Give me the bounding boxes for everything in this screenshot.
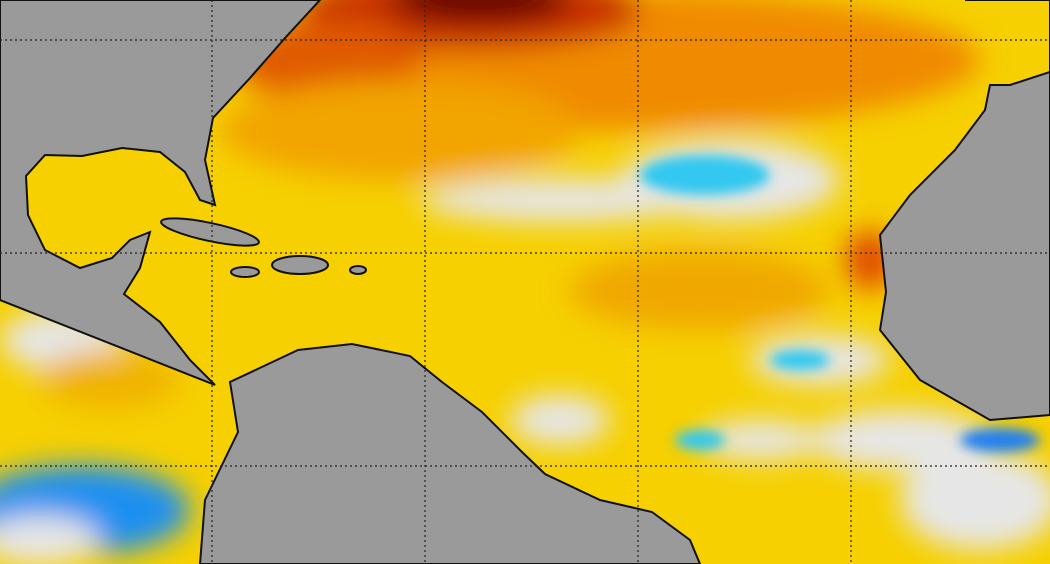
jamaica [230, 266, 260, 278]
hispaniola [271, 255, 329, 275]
cuba [160, 217, 260, 247]
north-central-america [0, 0, 322, 386]
cold-patches [640, 155, 1040, 452]
africa-europe [878, 0, 1050, 422]
puerto-rico [349, 265, 367, 275]
south-america [198, 342, 702, 564]
